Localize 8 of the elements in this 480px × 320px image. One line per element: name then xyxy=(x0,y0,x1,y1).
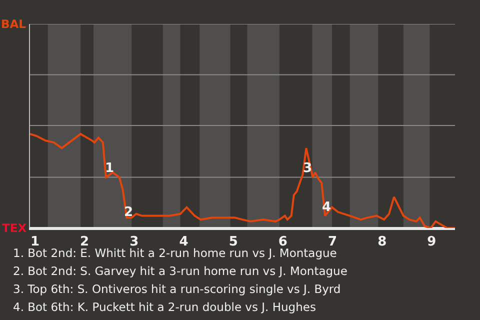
text: 3. Top 6th: S. Ontiveros hit a run-scoring single vs J. Byrd xyxy=(13,282,341,296)
text: 2. Bot 2nd: S. Garvey hit a 3-run home run vs J. Montague xyxy=(13,264,348,278)
text: 4. Bot 6th: K. Puckett hit a 2-run double vs J. Hughes xyxy=(13,300,316,314)
x-tick-label: 9 xyxy=(427,234,436,250)
x-tick-label: 8 xyxy=(378,234,387,250)
ref-line-label: BAL xyxy=(1,17,27,31)
ref-line-label: TEX xyxy=(2,221,27,235)
annotation: 1 xyxy=(105,161,114,176)
